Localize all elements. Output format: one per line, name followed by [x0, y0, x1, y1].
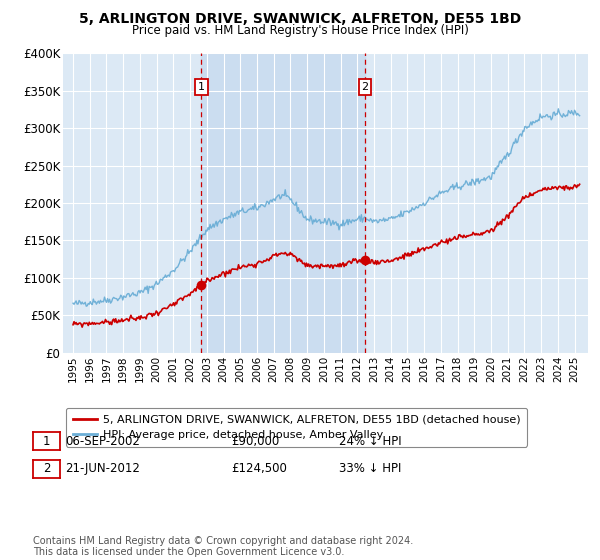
Bar — [202, 53, 365, 353]
Text: 2: 2 — [362, 82, 368, 92]
Text: 5, ARLINGTON DRIVE, SWANWICK, ALFRETON, DE55 1BD: 5, ARLINGTON DRIVE, SWANWICK, ALFRETON, … — [79, 12, 521, 26]
Text: £124,500: £124,500 — [231, 462, 287, 475]
Text: 24% ↓ HPI: 24% ↓ HPI — [339, 435, 401, 448]
Text: 33% ↓ HPI: 33% ↓ HPI — [339, 462, 401, 475]
Text: Price paid vs. HM Land Registry's House Price Index (HPI): Price paid vs. HM Land Registry's House … — [131, 24, 469, 36]
Text: 21-JUN-2012: 21-JUN-2012 — [65, 462, 140, 475]
Legend: 5, ARLINGTON DRIVE, SWANWICK, ALFRETON, DE55 1BD (detached house), HPI: Average : 5, ARLINGTON DRIVE, SWANWICK, ALFRETON, … — [66, 408, 527, 447]
Text: 2: 2 — [43, 462, 50, 475]
Text: 1: 1 — [43, 435, 50, 448]
Text: 1: 1 — [198, 82, 205, 92]
Text: 06-SEP-2002: 06-SEP-2002 — [65, 435, 140, 448]
Text: Contains HM Land Registry data © Crown copyright and database right 2024.
This d: Contains HM Land Registry data © Crown c… — [33, 535, 413, 557]
Text: £90,000: £90,000 — [231, 435, 279, 448]
